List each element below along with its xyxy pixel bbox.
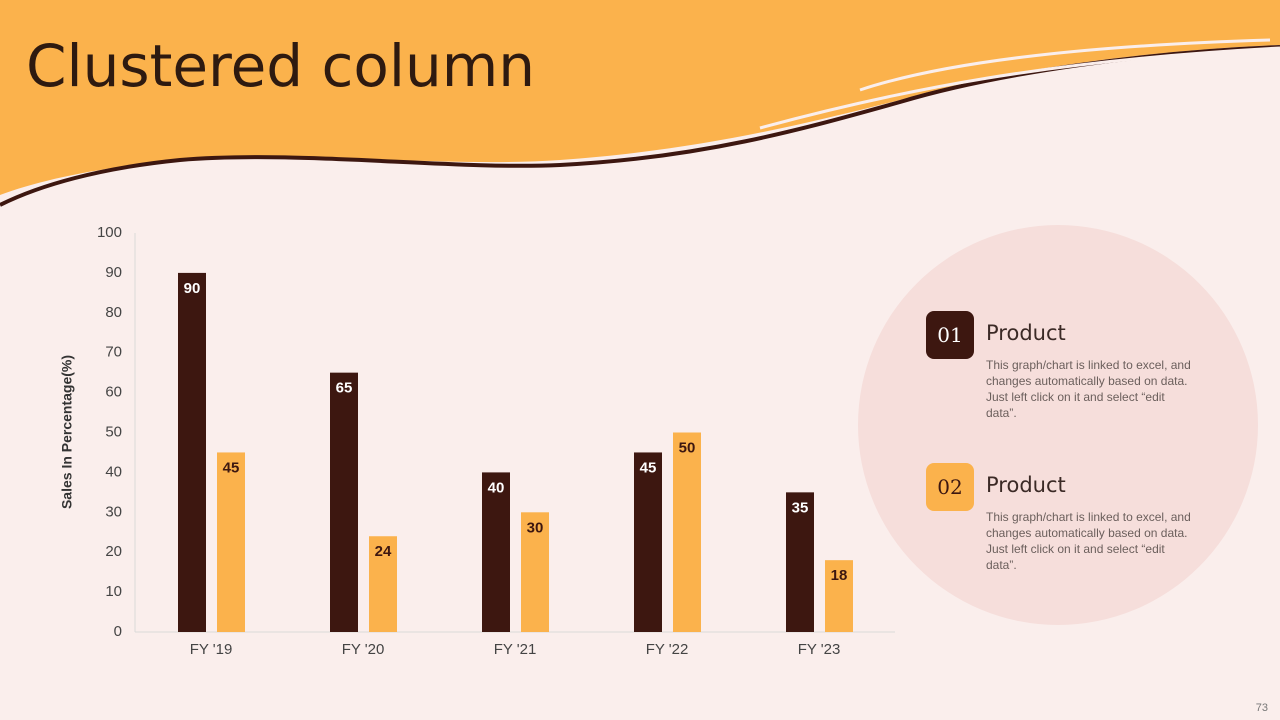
x-tick-label: FY '23 [798,641,841,658]
value-label: 45 [223,459,240,476]
y-tick-label: 90 [105,264,122,281]
y-tick-label: 100 [97,224,122,241]
legend-entry: Product [986,473,1066,497]
header-band [0,0,1280,195]
x-tick-label: FY '21 [494,641,537,658]
x-tick-label: FY '19 [190,641,233,658]
y-tick-label: 60 [105,384,122,401]
value-label: 40 [488,479,505,496]
legend-entry: Product [986,321,1066,345]
value-label: 65 [336,380,353,397]
y-tick-label: 0 [114,623,122,640]
y-tick-label: 40 [105,463,122,480]
value-label: 50 [679,439,696,456]
y-tick-label: 70 [105,344,122,361]
y-tick-label: 80 [105,304,122,321]
header-brush [759,38,1280,130]
bar [369,536,397,632]
description: This graph/chart is linked to excel, and… [986,358,1191,420]
bar [825,560,853,632]
bar [217,452,245,632]
y-tick-label: 30 [105,503,122,520]
page-number: 73 [1255,702,1268,714]
bar [330,372,358,632]
bar [178,272,206,632]
value-label: 45 [640,459,657,476]
x-tick-label: FY '20 [342,641,385,658]
value-label: 24 [375,543,392,560]
description: This graph/chart is linked to excel, and… [986,510,1191,572]
badge: 01 [926,311,974,359]
bar [673,432,701,632]
bar [786,492,814,632]
bar [482,472,510,632]
bar [521,512,549,632]
value-label: 18 [831,567,848,584]
x-tick-label: FY '22 [646,641,689,658]
y-tick-label: 20 [105,543,122,560]
y-tick-label: 10 [105,583,122,600]
value-label: 35 [792,499,809,516]
y-axis-title: Sales In Percentage(%) [59,355,75,509]
bar [634,452,662,632]
value-label: 90 [184,280,201,297]
y-tick-label: 50 [105,423,122,440]
slide-title: Clustered column [26,32,535,100]
badge: 02 [926,463,974,511]
value-label: 30 [527,519,544,536]
